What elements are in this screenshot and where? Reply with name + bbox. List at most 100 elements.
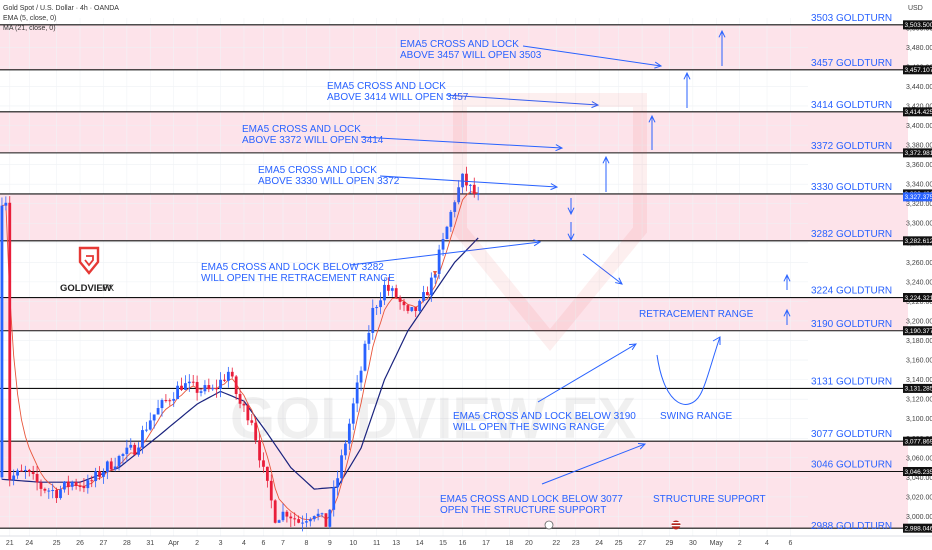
- candle[interactable]: [152, 414, 156, 429]
- candle[interactable]: [344, 440, 347, 460]
- candle[interactable]: [426, 286, 429, 296]
- candle[interactable]: [262, 452, 265, 473]
- candle[interactable]: [86, 474, 90, 494]
- candle[interactable]: [289, 512, 293, 528]
- candle[interactable]: [23, 465, 27, 479]
- candle[interactable]: [94, 467, 98, 488]
- candle[interactable]: [297, 515, 301, 524]
- candle[interactable]: [273, 499, 277, 524]
- candle[interactable]: [379, 292, 382, 315]
- candle[interactable]: [332, 480, 336, 517]
- candle[interactable]: [47, 487, 51, 499]
- candle[interactable]: [476, 186, 480, 201]
- candle[interactable]: [445, 225, 449, 240]
- candle[interactable]: [223, 374, 226, 382]
- candle[interactable]: [90, 475, 94, 488]
- candle[interactable]: [453, 200, 457, 218]
- candle[interactable]: [308, 517, 312, 527]
- candle[interactable]: [66, 475, 70, 495]
- candle[interactable]: [51, 483, 55, 499]
- candle[interactable]: [285, 509, 289, 523]
- candle[interactable]: [144, 421, 148, 433]
- candle[interactable]: [265, 466, 269, 488]
- candle[interactable]: [63, 481, 66, 493]
- candle[interactable]: [184, 375, 187, 391]
- candle[interactable]: [35, 465, 39, 491]
- candle[interactable]: [394, 284, 398, 300]
- candle[interactable]: [203, 380, 207, 395]
- candle[interactable]: [168, 398, 172, 406]
- candle[interactable]: [156, 399, 160, 415]
- candle[interactable]: [215, 379, 219, 398]
- candle[interactable]: [160, 398, 164, 417]
- candle[interactable]: [70, 480, 74, 491]
- candle[interactable]: [109, 457, 113, 471]
- candle[interactable]: [105, 460, 109, 480]
- candle[interactable]: [367, 325, 371, 351]
- candle[interactable]: [27, 468, 31, 477]
- candle[interactable]: [472, 177, 476, 198]
- candle[interactable]: [293, 512, 297, 526]
- candle[interactable]: [402, 298, 406, 312]
- candle[interactable]: [305, 513, 308, 528]
- candle[interactable]: [4, 196, 8, 211]
- candle[interactable]: [98, 466, 101, 480]
- candle[interactable]: [324, 513, 328, 527]
- candle[interactable]: [269, 474, 273, 509]
- candle[interactable]: [301, 515, 304, 532]
- candle[interactable]: [383, 278, 386, 306]
- candle[interactable]: [242, 400, 246, 413]
- candle[interactable]: [219, 372, 222, 398]
- candle[interactable]: [238, 389, 242, 409]
- candle[interactable]: [55, 487, 58, 503]
- candle[interactable]: [187, 374, 191, 392]
- candle[interactable]: [375, 304, 379, 315]
- candle[interactable]: [437, 244, 441, 280]
- candle[interactable]: [8, 196, 12, 487]
- candle[interactable]: [148, 412, 152, 431]
- candle[interactable]: [82, 478, 86, 493]
- candle[interactable]: [113, 457, 117, 472]
- candle[interactable]: [78, 481, 82, 492]
- candle[interactable]: [125, 439, 129, 462]
- candle[interactable]: [74, 478, 78, 490]
- candle[interactable]: [340, 449, 343, 484]
- candle[interactable]: [230, 367, 234, 379]
- candle[interactable]: [246, 402, 250, 426]
- candle[interactable]: [281, 503, 285, 522]
- candle[interactable]: [59, 485, 62, 500]
- candle[interactable]: [43, 487, 47, 494]
- candle[interactable]: [320, 512, 324, 518]
- candle[interactable]: [191, 374, 195, 386]
- candle[interactable]: [461, 173, 464, 194]
- candle[interactable]: [418, 299, 422, 313]
- candle[interactable]: [312, 515, 316, 522]
- candle[interactable]: [195, 375, 199, 401]
- candle[interactable]: [355, 375, 359, 413]
- candle[interactable]: [121, 452, 125, 465]
- candle[interactable]: [250, 413, 254, 426]
- candle[interactable]: [258, 433, 261, 468]
- candle[interactable]: [398, 295, 402, 310]
- candle[interactable]: [406, 304, 410, 314]
- candle[interactable]: [386, 277, 390, 296]
- candle[interactable]: [137, 442, 140, 457]
- candle[interactable]: [328, 509, 332, 529]
- candle[interactable]: [31, 465, 35, 480]
- candle[interactable]: [390, 285, 394, 297]
- candle[interactable]: [12, 469, 16, 486]
- candle[interactable]: [199, 389, 203, 397]
- candle[interactable]: [371, 299, 375, 340]
- candle[interactable]: [0, 197, 4, 480]
- candle[interactable]: [211, 384, 215, 391]
- candle[interactable]: [414, 306, 418, 318]
- candle[interactable]: [441, 232, 445, 257]
- candle[interactable]: [316, 508, 320, 521]
- candle[interactable]: [226, 366, 230, 388]
- candle[interactable]: [117, 454, 121, 471]
- candle[interactable]: [277, 519, 281, 523]
- candle[interactable]: [16, 468, 19, 479]
- candle[interactable]: [429, 272, 433, 302]
